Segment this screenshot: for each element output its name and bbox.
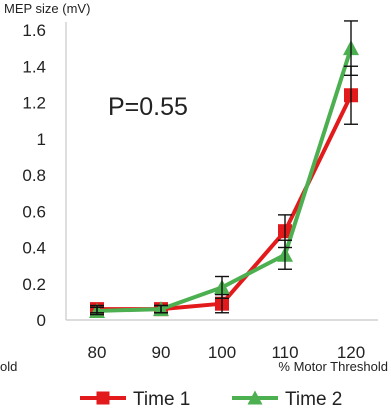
y-tick-label: 1.6: [22, 21, 46, 40]
error-bar-series-2: [278, 239, 292, 270]
legend-layer: Time 1 Time 2: [80, 389, 342, 410]
x-axis-title: % Motor Threshold: [278, 359, 388, 374]
axes-layer: [65, 22, 378, 321]
legend-label: Time 1: [133, 389, 190, 408]
p-value-annotation: P=0.55: [108, 93, 188, 121]
x-tick-label: 110: [271, 343, 298, 362]
error-bar-series-2: [154, 304, 168, 314]
error-bar-series-2: [344, 20, 358, 77]
y-tick-label: 1: [37, 130, 46, 149]
x-tick-label: 120: [337, 343, 365, 362]
error-bar-series-2: [90, 306, 104, 316]
x-tick-label: 80: [88, 343, 107, 362]
y-tick-label: 0: [37, 311, 46, 330]
legend-item-series-1: Time 1: [80, 389, 190, 410]
y-tick-label: 0.8: [22, 166, 46, 185]
legend-item-series-2: Time 2: [232, 389, 342, 410]
legend-label: Time 2: [285, 389, 342, 408]
text-layer: 0 0.2 0.4 0.6 0.8 1 1.2 1.4 1.6 80 90 100 110 120 MEP …: [0, 1, 388, 374]
y-axis-title: MEP size (mV): [4, 1, 90, 16]
legend-marker: [96, 391, 110, 405]
x-tick-label: 90: [152, 343, 171, 362]
y-tick-label: 0.2: [22, 275, 46, 294]
y-tick-label: 1.2: [22, 94, 46, 113]
series-layer: [89, 20, 359, 318]
series-line-2: [96, 47, 353, 313]
cut-off-label: old: [0, 359, 17, 374]
y-tick-label: 1.4: [22, 57, 46, 76]
legend-marker: [247, 390, 263, 405]
x-tick-label: 100: [208, 343, 236, 362]
error-bar-series-2: [215, 275, 229, 299]
y-tick-label: 0.4: [22, 239, 46, 258]
y-tick-label: 0.6: [22, 202, 46, 221]
